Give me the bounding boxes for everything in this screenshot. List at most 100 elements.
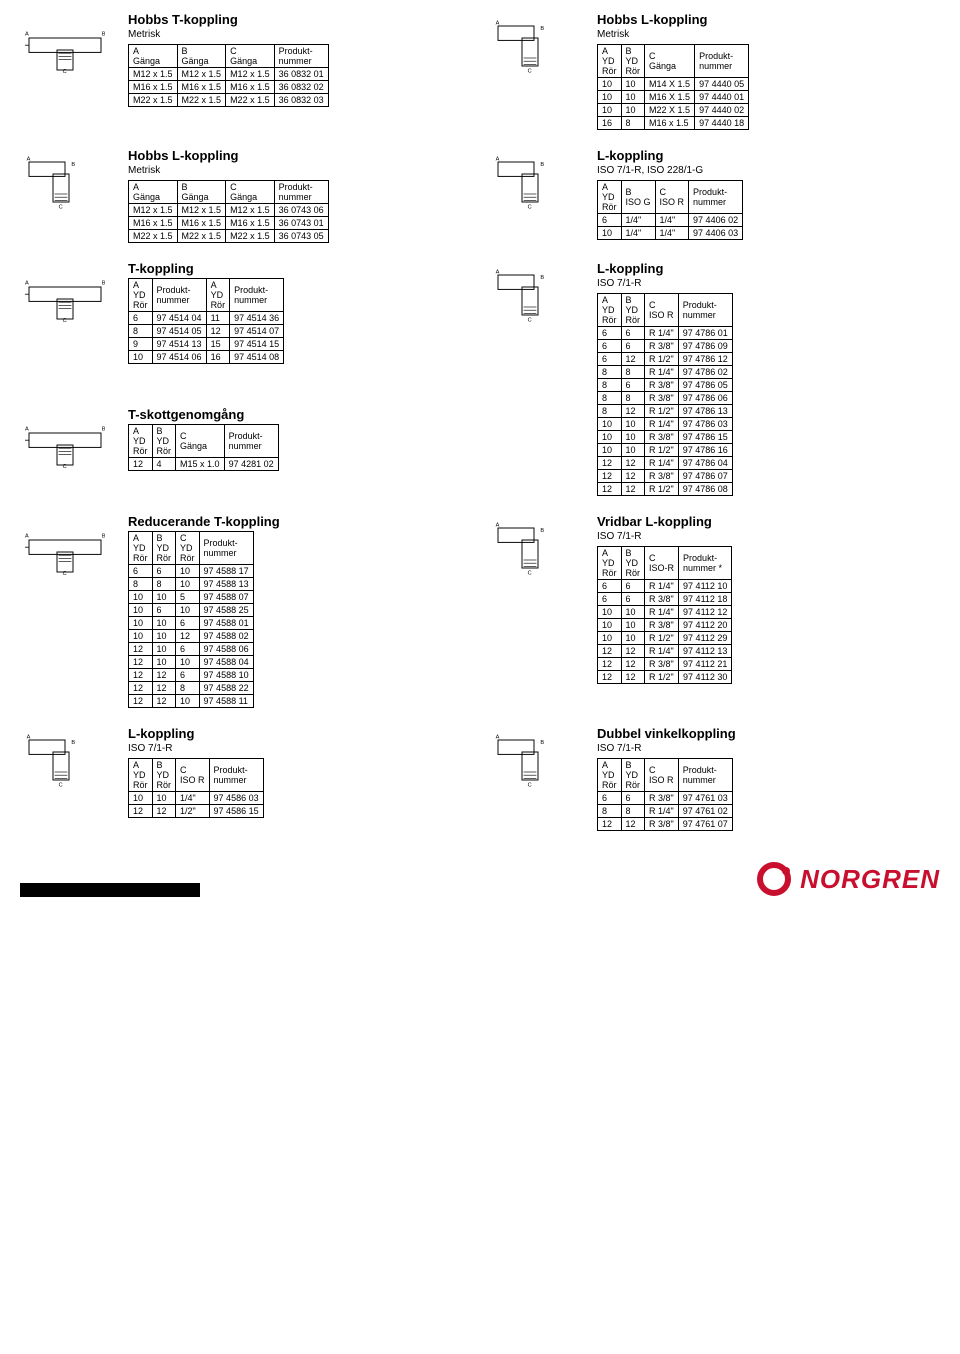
table-cell: M16 x 1.5 (226, 81, 275, 94)
table-cell: R 3/8" (645, 340, 679, 353)
table-cell: 97 4588 11 (199, 695, 253, 708)
table-cell: 97 4514 05 (152, 325, 206, 338)
table-row: 168M16 x 1.597 4440 18 (598, 117, 749, 130)
spec-table: AYDRörBYDRörCGängaProdukt-nummer124M15 x… (128, 424, 279, 471)
tee-bulk-diagram-icon: A B C (20, 407, 110, 471)
table-cell: 36 0832 02 (274, 81, 328, 94)
table-cell: R 1/2" (645, 632, 679, 645)
col-header: AYDRör (129, 759, 153, 792)
table-row: 1010R 1/2"97 4786 16 (598, 444, 733, 457)
table-cell: 6 (598, 593, 622, 606)
table-row: 1212R 1/2"97 4112 30 (598, 671, 732, 684)
section-title: T-koppling (128, 261, 471, 276)
table-cell: 6 (621, 593, 645, 606)
section-l-koppling-small: L-kopplingISO 7/1-RAYDRörBYDRörCISO RPro… (128, 726, 471, 818)
section-title: Hobbs T-koppling (128, 12, 471, 27)
table-cell: 12 (598, 818, 622, 831)
col-header: BISO G (621, 181, 655, 214)
table-cell: 10 (129, 604, 153, 617)
section-l-koppling-iso-r: L-kopplingISO 7/1-RAYDRörBYDRörCISO RPro… (597, 261, 940, 496)
table-cell: M12 x 1.5 (129, 68, 178, 81)
table-cell: 8 (598, 366, 622, 379)
table-row: 1212697 4588 10 (129, 669, 254, 682)
svg-text:C: C (528, 204, 532, 210)
section-subtitle: ISO 7/1-R (597, 743, 940, 754)
col-header: CGänga (176, 425, 225, 458)
table-row: 10101/4"97 4586 03 (129, 792, 264, 805)
svg-text:A: A (25, 32, 29, 38)
elbow-diagram-icon: A B C (489, 261, 579, 325)
table-cell: 10 (621, 78, 645, 91)
table-row: 1210697 4588 06 (129, 643, 254, 656)
section-hobbs-l-1: Hobbs L-kopplingMetriskAYDRörBYDRörCGäng… (597, 12, 940, 130)
table-cell: 12 (152, 682, 176, 695)
table-cell: 97 4514 08 (230, 351, 284, 364)
elbow-diagram-icon: A B C (489, 12, 579, 76)
table-row: 1010697 4588 01 (129, 617, 254, 630)
table-cell: 6 (621, 580, 645, 593)
table-cell: R 1/4" (645, 580, 679, 593)
table-cell: M22 X 1.5 (645, 104, 695, 117)
table-row: 88R 1/4"97 4761 02 (598, 805, 733, 818)
table-cell: 97 4588 04 (199, 656, 253, 669)
table-cell: M22 x 1.5 (177, 230, 226, 243)
table-cell: 12 (129, 669, 153, 682)
table-row: 881097 4588 13 (129, 578, 254, 591)
svg-text:C: C (63, 571, 67, 577)
tee-diagram-icon: A B C (20, 514, 110, 578)
table-cell: 1/4" (655, 214, 689, 227)
table-cell: 10 (621, 606, 645, 619)
table-cell: 8 (176, 682, 200, 695)
table-cell: M16 X 1.5 (645, 91, 695, 104)
col-header: AYDRör (598, 181, 622, 214)
table-cell: 6 (621, 340, 645, 353)
table-cell: 6 (598, 792, 622, 805)
table-cell: 10 (176, 695, 200, 708)
table-cell: 6 (621, 327, 645, 340)
table-cell: M22 x 1.5 (129, 94, 178, 107)
table-cell: 97 4586 15 (209, 805, 263, 818)
table-row: 1010R 3/8"97 4112 20 (598, 619, 732, 632)
section-title: Hobbs L-koppling (597, 12, 940, 27)
table-cell: 97 4440 05 (695, 78, 749, 91)
table-cell: 10 (598, 632, 622, 645)
table-cell: 12 (621, 405, 645, 418)
table-cell: 6 (152, 604, 176, 617)
table-cell: 6 (598, 214, 622, 227)
table-cell: 36 0743 06 (274, 204, 328, 217)
table-cell: R 1/2" (645, 671, 679, 684)
spec-table: AYDRörBYDRörCISO-RProdukt-nummer *66R 1/… (597, 546, 732, 684)
table-cell: 10 (598, 444, 622, 457)
table-cell: 8 (129, 578, 153, 591)
col-header: CISO R (645, 759, 679, 792)
table-cell: 12 (176, 630, 200, 643)
col-header: Produkt-nummer (689, 181, 743, 214)
table-cell: 6 (129, 565, 153, 578)
table-cell: 97 4514 36 (230, 312, 284, 325)
col-header: Produkt-nummer (152, 279, 206, 312)
col-header: BYDRör (621, 547, 645, 580)
table-cell: 97 4514 15 (230, 338, 284, 351)
table-cell: 6 (621, 379, 645, 392)
table-cell: 4 (152, 458, 176, 471)
table-cell: 12 (598, 645, 622, 658)
col-header: CISO R (176, 759, 210, 792)
table-row: 66R 3/8"97 4761 03 (598, 792, 733, 805)
table-cell: 97 4588 13 (199, 578, 253, 591)
section-subtitle: ISO 7/1-R (128, 743, 471, 754)
col-header: CYDRör (176, 532, 200, 565)
table-cell: 10 (621, 619, 645, 632)
tee-diagram-icon: A B C (20, 12, 110, 76)
table-cell: M12 x 1.5 (226, 68, 275, 81)
table-cell: 10 (598, 78, 622, 91)
table-cell: 12 (621, 658, 645, 671)
col-header: AGänga (129, 181, 178, 204)
table-row: 1212897 4588 22 (129, 682, 254, 695)
table-row: 1212R 1/4"97 4112 13 (598, 645, 732, 658)
svg-text:A: A (25, 534, 29, 540)
section-t-skott: T-skottgenomgångAYDRörBYDRörCGängaProduk… (128, 407, 471, 471)
table-cell: 36 0743 05 (274, 230, 328, 243)
table-cell: 97 4588 02 (199, 630, 253, 643)
table-cell: 10 (621, 418, 645, 431)
table-row: 88R 1/4"97 4786 02 (598, 366, 733, 379)
